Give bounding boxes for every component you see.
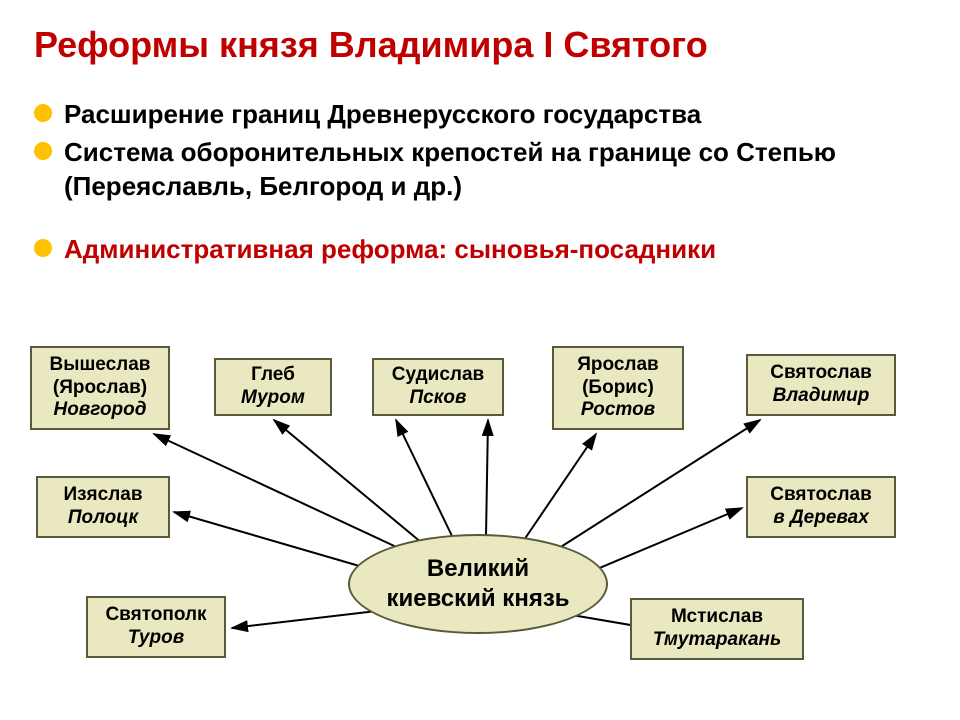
bullet-item: Система оборонительных крепостей на гран… — [34, 136, 940, 204]
son-node-n8: СвятополкТуров — [86, 596, 226, 658]
son-name: Вышеслав — [50, 354, 151, 377]
son-city: Муром — [241, 387, 305, 410]
son-node-n5: СвятославВладимир — [746, 354, 896, 416]
son-city: Ростов — [581, 399, 655, 422]
son-city: Туров — [128, 627, 184, 650]
arrow-line — [590, 508, 742, 572]
arrow-line — [556, 420, 760, 550]
arrow-line — [524, 434, 596, 540]
arrow-line — [486, 420, 488, 536]
son-paren: (Борис) — [582, 377, 654, 400]
sons-diagram: Вышеслав(Ярослав)Новгород ГлебМуром Судисл… — [0, 336, 960, 716]
son-node-n4: Ярослав(Борис)Ростов — [552, 346, 684, 430]
son-name: Святополк — [105, 604, 206, 627]
son-name: Святослав — [770, 484, 872, 507]
center-line2: киевский князь — [387, 585, 570, 612]
son-city: Псков — [410, 387, 467, 410]
son-city: Владимир — [773, 385, 870, 408]
bullet-text: Система оборонительных крепостей на гран… — [64, 136, 940, 204]
bullet-item: Расширение границ Древнерусского государ… — [34, 98, 940, 132]
bullet-text: Расширение границ Древнерусского государ… — [64, 98, 701, 132]
arrow-line — [274, 420, 428, 548]
son-city: Полоцк — [68, 507, 138, 530]
bullet-dot-icon — [34, 104, 52, 122]
son-name: Ярослав — [577, 354, 659, 377]
son-node-n1: Вышеслав(Ярослав)Новгород — [30, 346, 170, 430]
bullet-dot-icon — [34, 239, 52, 257]
arrow-line — [154, 434, 420, 558]
page-title: Реформы князя Владимира I Святого — [0, 0, 960, 78]
bullet-dot-icon — [34, 142, 52, 160]
son-paren: (Ярослав) — [53, 377, 147, 400]
son-node-n7: Святославв Деревах — [746, 476, 896, 538]
arrow-line — [174, 512, 380, 572]
bullet-item: Административная реформа: сыновья-посадн… — [34, 233, 940, 267]
center-prince-node: Великий киевский князь — [348, 534, 608, 634]
son-city: Новгород — [53, 399, 146, 422]
bullet-list: Расширение границ Древнерусского государ… — [0, 78, 960, 267]
son-name: Мстислав — [671, 606, 763, 629]
son-city: Тмутаракань — [653, 629, 782, 652]
bullet-text: Административная реформа: сыновья-посадн… — [64, 233, 716, 267]
son-name: Судислав — [392, 364, 484, 387]
center-line1: Великий — [427, 555, 529, 582]
son-node-n9: МстиславТмутаракань — [630, 598, 804, 660]
son-node-n2: ГлебМуром — [214, 358, 332, 416]
son-name: Святослав — [770, 362, 872, 385]
son-name: Изяслав — [63, 484, 142, 507]
son-node-n6: ИзяславПолоцк — [36, 476, 170, 538]
son-node-n3: СудиславПсков — [372, 358, 504, 416]
arrow-line — [396, 420, 452, 536]
son-city: в Деревах — [773, 507, 869, 530]
son-name: Глеб — [251, 364, 295, 387]
